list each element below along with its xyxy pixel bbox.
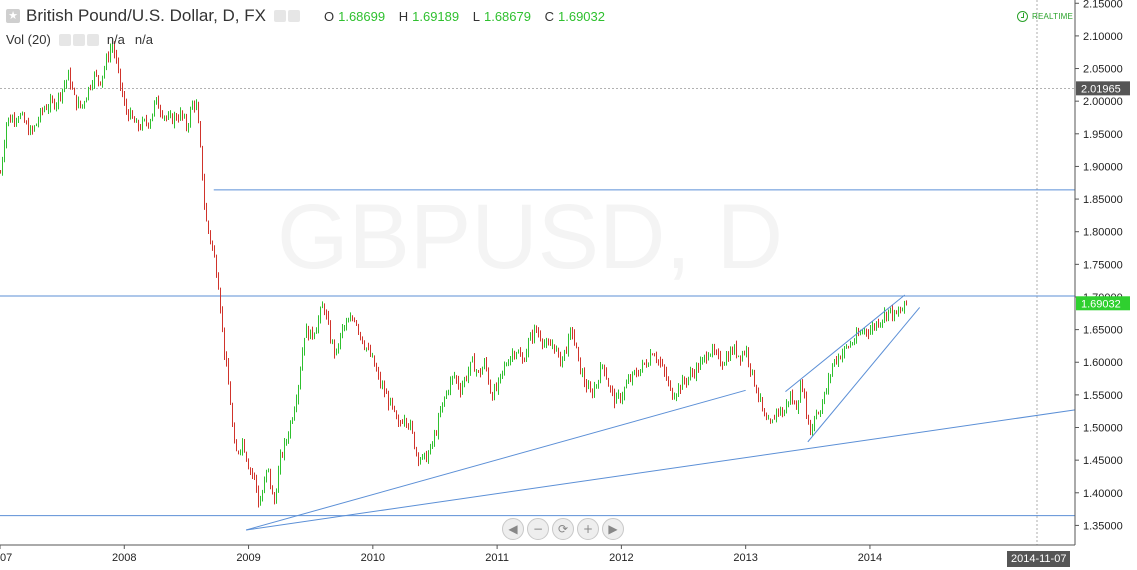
- x-tick-label: 2010: [361, 552, 385, 564]
- y-tick-label: 1.45000: [1083, 455, 1123, 467]
- gear-icon[interactable]: [72, 33, 85, 46]
- y-tick-label: 1.75000: [1083, 259, 1123, 271]
- zoom-out-button[interactable]: −: [527, 518, 549, 540]
- y-tick-label: 1.65000: [1083, 325, 1123, 337]
- reset-button[interactable]: ⟳: [552, 518, 574, 540]
- trendline[interactable]: [807, 307, 921, 443]
- chart-legend: ★ British Pound/U.S. Dollar, D, FX O 1.68…: [6, 6, 605, 26]
- y-tick-label: 2.00000: [1083, 96, 1123, 108]
- scroll-left-button[interactable]: ◀: [502, 518, 524, 540]
- hover-price-badge: [1076, 81, 1130, 96]
- y-tick-label: 1.40000: [1083, 488, 1123, 500]
- favorite-star-icon[interactable]: ★: [6, 9, 20, 23]
- y-tick-label: 1.55000: [1083, 390, 1123, 402]
- ohlc-readout: O 1.68699 H 1.69189 L 1.68679 C 1.69032: [314, 9, 605, 24]
- clock-icon: [1017, 11, 1028, 22]
- cursor-date-badge: 2014-11-07: [1007, 551, 1071, 567]
- legend-buttons: [273, 10, 300, 22]
- y-tick-label: 2.15000: [1083, 0, 1123, 10]
- volume-ma-value: n/a: [134, 32, 153, 47]
- high-value: 1.69189: [412, 8, 460, 24]
- y-tick-label: 1.85000: [1083, 194, 1123, 206]
- x-tick-label: 2012: [609, 552, 633, 564]
- high-label: H: [398, 8, 409, 24]
- volume-buttons: [58, 33, 99, 46]
- volume-legend: Vol (20) n/a n/a: [6, 32, 163, 47]
- realtime-indicator: REALTIME: [1017, 11, 1073, 22]
- realtime-label: REALTIME: [1032, 12, 1074, 21]
- current-price-label: 1.69032: [1081, 298, 1121, 310]
- low-label: L: [472, 8, 480, 24]
- x-tick-label: 2009: [236, 552, 260, 564]
- hover-price-label: 2.01965: [1081, 83, 1121, 95]
- close-icon[interactable]: [86, 33, 99, 46]
- close-value: 1.69032: [558, 8, 605, 24]
- trendline[interactable]: [245, 389, 746, 531]
- scroll-right-button[interactable]: ▶: [602, 518, 624, 540]
- y-tick-label: 2.05000: [1083, 64, 1123, 76]
- volume-label: Vol (20): [6, 32, 51, 47]
- x-tick-label: 2008: [112, 552, 136, 564]
- y-tick-label: 1.60000: [1083, 357, 1123, 369]
- y-tick-label: 1.35000: [1083, 520, 1123, 532]
- volume-value: n/a: [106, 32, 125, 47]
- x-tick-label: 2014: [858, 552, 882, 564]
- close-label: C: [544, 8, 554, 24]
- y-tick-label: 1.95000: [1083, 129, 1123, 141]
- y-tick-label: 1.50000: [1083, 423, 1123, 435]
- open-value: 1.68699: [338, 8, 386, 24]
- trendline[interactable]: [785, 294, 906, 393]
- eye-icon[interactable]: [58, 33, 71, 46]
- y-tick-label: 1.80000: [1083, 227, 1123, 239]
- trendline[interactable]: [245, 409, 1076, 531]
- x-tick-label: 2007: [0, 552, 12, 564]
- current-price-badge: [1076, 296, 1130, 311]
- watermark: GBPUSD, D: [277, 186, 783, 288]
- y-tick-label: 1.90000: [1083, 161, 1123, 173]
- close-icon[interactable]: [287, 10, 300, 22]
- x-tick-label: 2013: [733, 552, 757, 564]
- x-tick-label: 2011: [485, 552, 509, 564]
- zoom-in-button[interactable]: +: [577, 518, 599, 540]
- low-value: 1.68679: [483, 8, 531, 24]
- open-label: O: [323, 8, 335, 24]
- chart-navigation: ◀ − ⟳ + ▶: [502, 518, 624, 540]
- chart-title: British Pound/U.S. Dollar, D, FX: [26, 6, 266, 25]
- y-tick-label: 2.10000: [1083, 31, 1123, 43]
- settings-icon[interactable]: [273, 10, 286, 22]
